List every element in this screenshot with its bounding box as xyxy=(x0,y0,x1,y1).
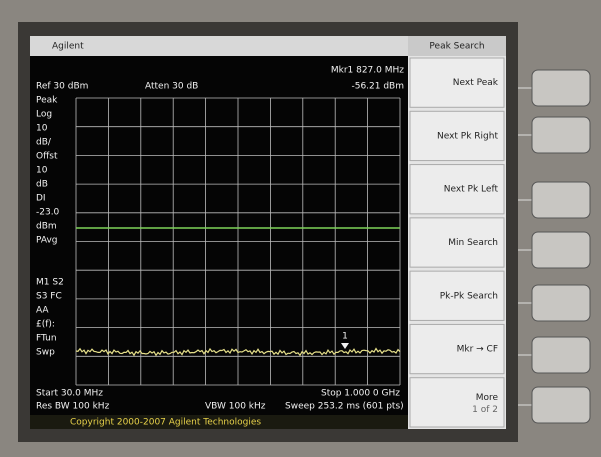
sidebar-label: DI xyxy=(36,194,46,204)
sidebar-label: dB/ xyxy=(36,138,52,148)
softkey[interactable] xyxy=(409,377,505,428)
marker-level: -56.21 dBm xyxy=(351,82,404,92)
sidebar-label: Peak xyxy=(36,96,58,106)
stop-frequency: Stop 1.000 0 GHz xyxy=(321,389,400,399)
title-bar xyxy=(30,36,408,56)
hardkey[interactable] xyxy=(531,386,591,424)
softkey-label: More xyxy=(476,393,499,403)
ref-level: Ref 30 dBm xyxy=(36,82,88,92)
brand: Agilent xyxy=(52,42,84,52)
hardkeys xyxy=(518,69,591,424)
softkeys: Next Peak Next Pk Right Next Pk Left Min Se… xyxy=(409,57,505,428)
sidebar-label: 10 xyxy=(36,166,48,176)
softkey-label: Min Search xyxy=(448,238,498,248)
softkey[interactable] xyxy=(409,57,505,108)
softkey[interactable] xyxy=(409,323,505,375)
softkey-label: Next Pk Left xyxy=(444,185,499,195)
sidebar-label: dB xyxy=(36,180,48,190)
trace xyxy=(75,347,401,357)
softkey[interactable] xyxy=(409,110,505,162)
sidebar-label: £(f): xyxy=(36,320,55,330)
marker-symbol xyxy=(341,343,349,349)
sidebar-label: AA xyxy=(36,306,49,316)
graticule xyxy=(75,97,401,386)
marker-number: 1 xyxy=(342,332,348,342)
hardkey[interactable] xyxy=(531,116,591,154)
softkey[interactable] xyxy=(409,217,505,268)
sidebar: Peak Log 10 dB/Offst 10 dB DI -23.0 dBm PAvg M1 S2… xyxy=(36,96,64,358)
sidebar-label: S3 FC xyxy=(36,292,62,302)
status-bar xyxy=(30,415,408,429)
softkey-page: 1 of 2 xyxy=(472,405,498,415)
hardkey[interactable] xyxy=(531,181,591,219)
hardkey[interactable] xyxy=(531,336,591,374)
video-bandwidth: VBW 100 kHz xyxy=(205,402,266,412)
measure-area xyxy=(30,56,408,429)
softkey[interactable] xyxy=(409,164,505,215)
hardkey[interactable] xyxy=(531,231,591,269)
sidebar-label: -23.0 xyxy=(36,208,60,218)
resolution-bandwidth: Res BW 100 kHz xyxy=(36,402,110,412)
hardkey[interactable] xyxy=(531,284,591,322)
sidebar-label: M1 S2 xyxy=(36,278,64,288)
attenuation: Atten 30 dB xyxy=(145,82,198,92)
menu-title: Peak Search xyxy=(429,42,484,52)
copyright: Copyright 2000-2007 Agilent Technologies xyxy=(70,418,261,428)
hardkey[interactable] xyxy=(531,69,591,107)
sidebar-label: dBm xyxy=(36,222,57,232)
sidebar-label: 10 xyxy=(36,124,48,134)
softkey-label: Mkr → CF xyxy=(457,345,498,355)
softkey-label: Next Peak xyxy=(453,78,499,88)
softkey-label: Next Pk Right xyxy=(437,131,498,141)
sidebar-label: Swp xyxy=(36,348,55,358)
menu-title-bg xyxy=(408,36,506,56)
start-frequency: Start 30.0 MHz xyxy=(36,389,103,399)
sidebar-label: FTun xyxy=(36,334,57,344)
sidebar-label: Offst xyxy=(36,152,58,162)
sidebar-label: PAvg xyxy=(36,236,58,246)
sweep-time: Sweep 253.2 ms (601 pts) xyxy=(285,402,404,412)
sidebar-label: Log xyxy=(36,110,52,120)
softkey-label: Pk-Pk Search xyxy=(440,291,498,301)
softkey[interactable] xyxy=(409,270,505,321)
marker-frequency: Mkr1 827.0 MHz xyxy=(331,66,404,76)
